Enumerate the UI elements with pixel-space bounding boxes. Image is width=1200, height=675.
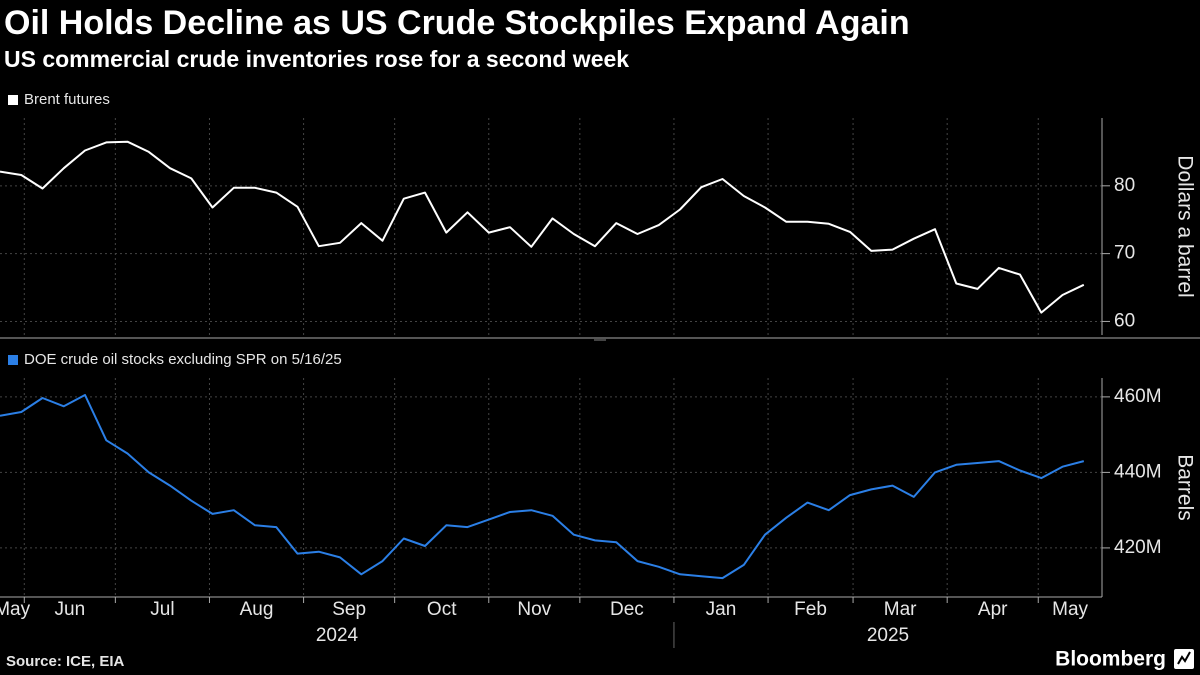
x-tick-label: Apr [978,599,1008,620]
source: Source: ICE, EIA [6,653,125,670]
brand: Bloomberg [1055,648,1166,671]
series-line [0,394,1085,580]
x-tick-label: Sep [332,599,366,620]
x-tick-label: Jan [706,599,737,620]
legend-swatch [8,355,18,365]
brand-icon-mark [1177,651,1191,665]
series-line [0,140,1085,314]
year-label: 2025 [867,625,909,646]
y-axis-title: Barrels [1173,454,1196,521]
legend-label: DOE crude oil stocks excluding SPR on 5/… [24,351,342,368]
y-tick-label: 80 [1114,175,1135,196]
x-tick-label: Jun [55,599,86,620]
x-tick-label: Aug [240,599,274,620]
y-tick-label: 440M [1114,461,1162,482]
y-tick-label: 70 [1114,243,1135,264]
x-tick-label: Jul [150,599,174,620]
y-tick-label: 460M [1114,386,1162,407]
x-tick-label: May [1052,599,1088,620]
y-tick-label: 60 [1114,310,1135,331]
chart-title: Oil Holds Decline as US Crude Stockpiles… [4,4,910,42]
x-tick-label: Mar [884,599,917,620]
x-tick-label: Dec [610,599,644,620]
x-tick-label: Nov [517,599,551,620]
year-label: 2024 [316,625,359,646]
x-tick-label: Feb [794,599,827,620]
x-tick-label: Oct [427,599,457,620]
y-tick-label: 420M [1114,537,1162,558]
y-axis-title: Dollars a barrel [1173,155,1196,297]
legend-label: Brent futures [24,91,110,108]
chart-subtitle: US commercial crude inventories rose for… [4,46,629,72]
x-tick-label: May [0,599,31,620]
legend-swatch [8,95,18,105]
